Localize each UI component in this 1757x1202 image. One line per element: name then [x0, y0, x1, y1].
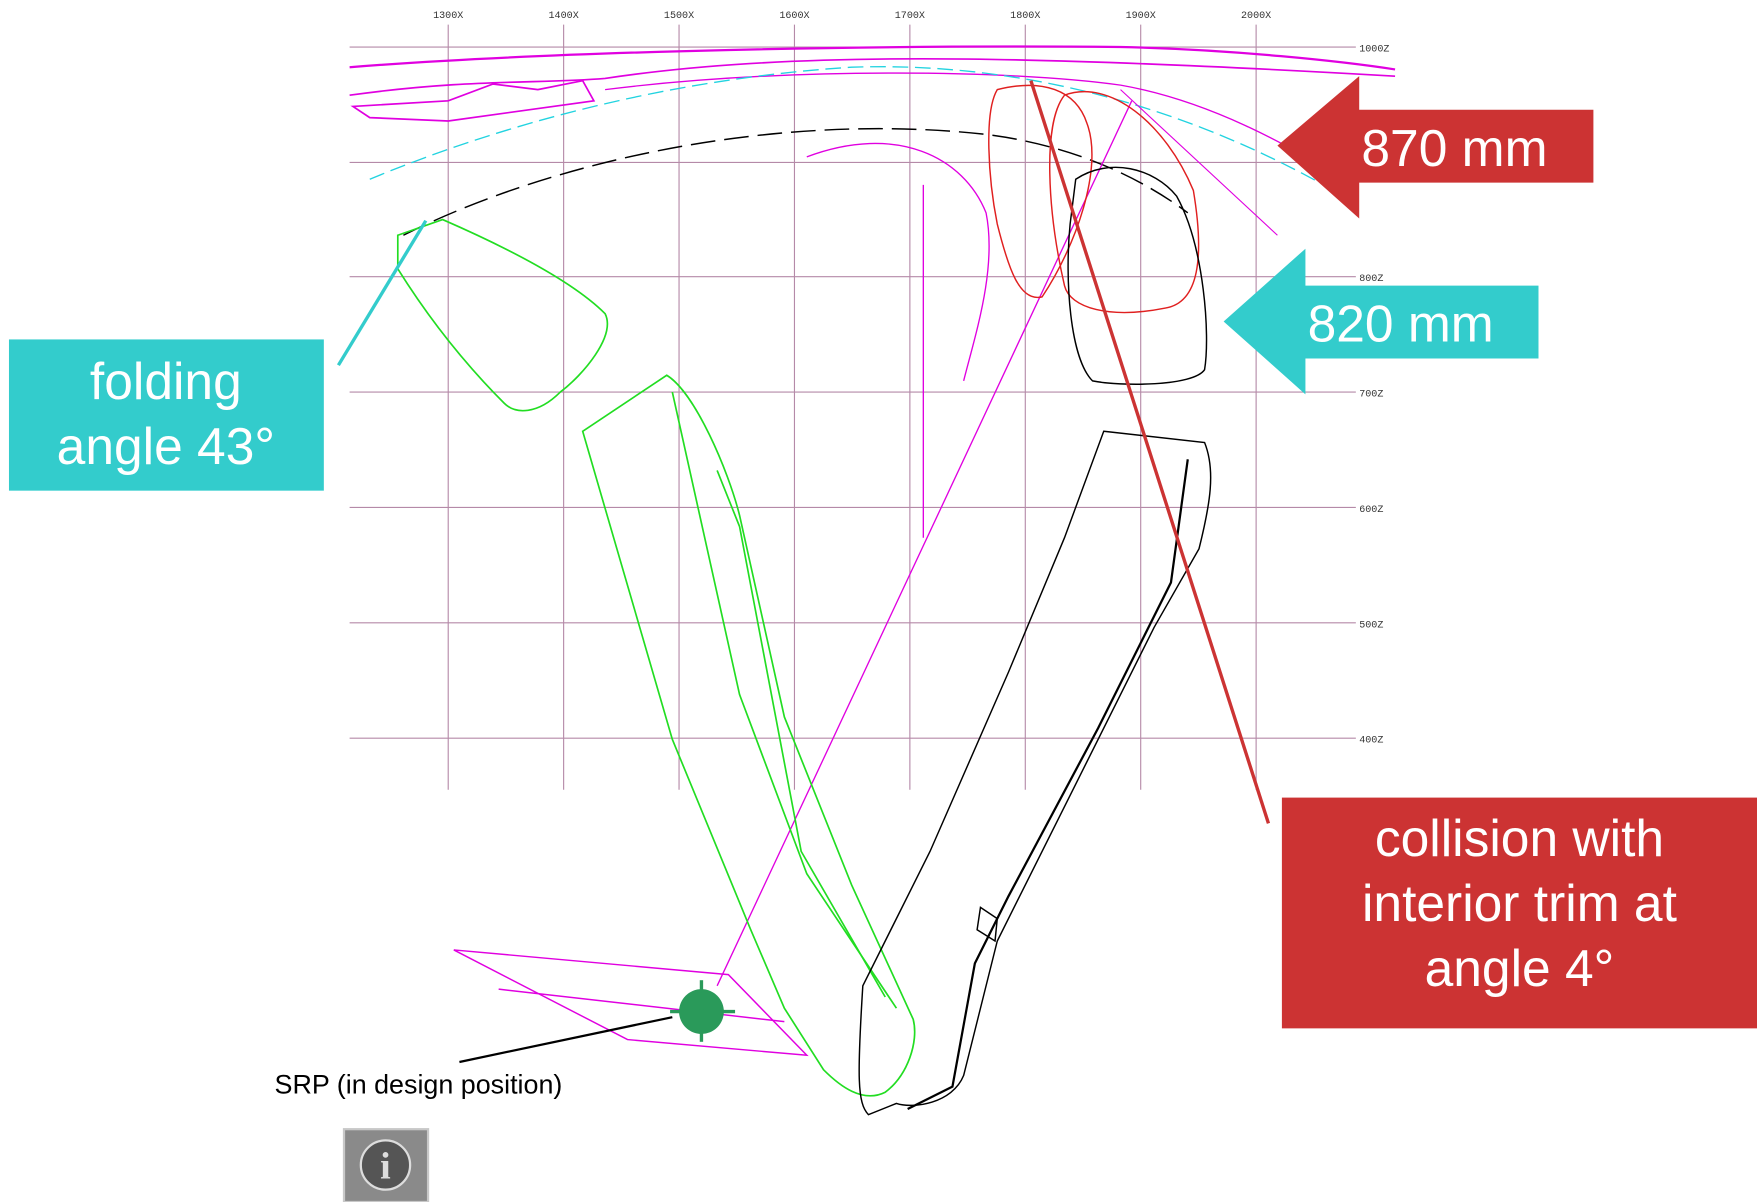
x-label: 1800X — [1010, 11, 1040, 22]
z-label: 600Z — [1359, 505, 1383, 516]
callout-text: 820 mm — [1308, 295, 1494, 353]
svg-text:i: i — [380, 1145, 391, 1187]
green-seat — [398, 220, 915, 1096]
callout-820: 820 mm — [1224, 249, 1539, 395]
callout-line: angle 4° — [1425, 939, 1615, 997]
collision-line — [1031, 81, 1269, 824]
callout-folding: folding angle 43° — [9, 221, 426, 491]
srp-platform — [454, 950, 807, 1055]
x-label: 1700X — [895, 11, 925, 22]
callout-line: interior trim at — [1362, 874, 1677, 932]
z-label: 500Z — [1359, 620, 1383, 631]
x-label: 1500X — [664, 11, 694, 22]
srp-label: SRP (in design position) — [275, 1069, 563, 1099]
callout-line: folding — [90, 352, 242, 410]
black-seat — [859, 431, 1211, 1114]
x-label: 1600X — [779, 11, 809, 22]
callout-line: collision with — [1375, 809, 1664, 867]
x-label: 1900X — [1126, 11, 1156, 22]
z-label: 400Z — [1359, 736, 1383, 747]
srp-marker — [459, 980, 735, 1062]
roof-lines — [350, 47, 1395, 986]
x-label: 2000X — [1241, 11, 1271, 22]
z-label: 1000Z — [1359, 45, 1389, 56]
x-label: 1300X — [433, 11, 463, 22]
grid: 1300X 1400X 1500X 1600X 1700X 1800X 1900X 2000X… — [350, 11, 1390, 790]
callout-text: 870 mm — [1361, 119, 1547, 177]
z-label: 800Z — [1359, 274, 1383, 285]
head-contours — [989, 85, 1207, 384]
callout-line: angle 43° — [57, 417, 275, 475]
callout-collision: collision with interior trim at angle 4° — [1282, 798, 1757, 1029]
x-label: 1400X — [549, 11, 579, 22]
z-label: 700Z — [1359, 390, 1383, 401]
callout-870: 870 mm — [1277, 76, 1593, 218]
drawing-page: 1300X 1400X 1500X 1600X 1700X 1800X 1900X 2000X… — [0, 0, 1757, 1202]
info-button[interactable]: i — [344, 1129, 428, 1202]
